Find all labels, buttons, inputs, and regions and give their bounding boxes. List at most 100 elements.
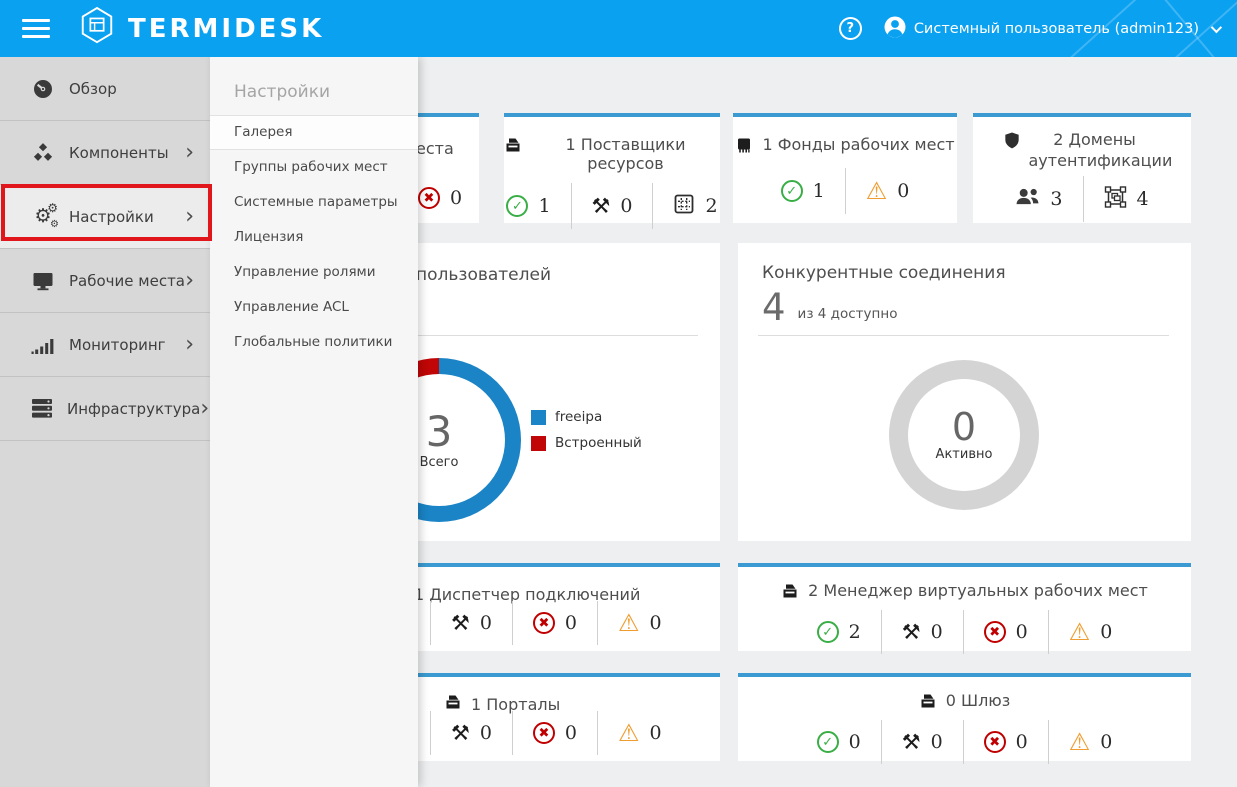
maintenance-counter: ⚒ 0 [430, 601, 512, 645]
connections-donut-chart: 0 Активно [889, 360, 1039, 510]
ok-icon: ✓ [816, 621, 839, 643]
chart-legend: freeipa Встроенный [531, 409, 642, 461]
provider-icon [781, 582, 799, 604]
error-icon: ✖ [983, 621, 1006, 643]
settings-submenu-panel: Настройки Галерея Группы рабочих мест Си… [210, 57, 418, 787]
donut-total: 3 [425, 407, 453, 457]
logo-text: TERMIDESK [128, 13, 325, 44]
card-title: Конкурентные соединения [762, 263, 1006, 283]
error-counter: ✖ 0 [511, 711, 597, 755]
ok-counter: ✓ 2 [797, 610, 881, 654]
legend-item: freeipa [531, 409, 642, 425]
counters: ✓ 1 ⚒ 0 2 [504, 183, 720, 229]
monitor-icon [30, 271, 56, 291]
chevron-right-icon: › [185, 139, 194, 165]
card-vdi-manager: 2 Менеджер виртуальных рабочих мест ✓ 2 … [738, 563, 1191, 654]
user-avatar-icon [884, 16, 906, 42]
users-icon [1015, 187, 1040, 210]
sidebar-item-label: Компоненты [69, 143, 169, 162]
error-counter: ✖ 0 [398, 175, 482, 221]
sidebar-item-label: Рабочие места [69, 271, 185, 290]
available-caption: из 4 доступно [797, 306, 898, 322]
card-title: 2 Менеджер виртуальных рабочих мест [738, 581, 1191, 604]
maintenance-counter: ⚒ 0 [570, 183, 653, 229]
legend-swatch-builtin [531, 435, 546, 451]
help-icon[interactable]: ? [838, 17, 862, 40]
warning-counter: ⚠ 0 [597, 601, 682, 645]
submenu-item-acl-management[interactable]: Управление ACL [234, 299, 349, 315]
chevron-right-icon: › [200, 395, 210, 421]
error-counter: ✖ 0 [511, 601, 597, 645]
card-title: 2 Домены аутентификации [973, 130, 1191, 172]
counters: ✓ 2 ⚒ 0 ✖ 0 ⚠ 0 [738, 610, 1191, 654]
warning-counter: ⚠ 0 [1047, 610, 1133, 654]
submenu-item-gallery[interactable]: Галерея [210, 115, 418, 150]
error-icon: ✖ [532, 722, 555, 744]
gears-icon: ⚙ ⚙ ⚙ [34, 201, 59, 230]
server-stack-icon [30, 398, 54, 419]
card-concurrent-connections: Конкурентные соединения 4 из 4 доступно … [738, 243, 1191, 541]
error-icon: ✖ [983, 731, 1006, 753]
provider-icon [919, 692, 937, 714]
sidebar-item-overview[interactable]: Обзор [0, 57, 210, 121]
card-title-fragment: еста [416, 139, 454, 158]
counters: ✖ 0 [398, 175, 482, 221]
card-workplace-pools: 1 Фонды рабочих мест ✓ 1 ⚠ 0 [733, 113, 957, 223]
card-title: 1 Диспетчер подключений [414, 585, 641, 604]
chevron-right-icon: › [185, 331, 194, 357]
divider [758, 335, 1169, 336]
counters: ✓ 1 ⚠ 0 [733, 168, 957, 214]
card-gateway: 0 Шлюз ✓ 0 ⚒ 0 ✖ 0 ⚠ 0 [738, 673, 1191, 764]
chevron-right-icon: › [185, 267, 194, 293]
ok-icon: ✓ [780, 180, 803, 202]
card-title: 1 Порталы [444, 693, 560, 715]
cubes-icon [30, 141, 56, 164]
warning-counter: ⚠ 0 [844, 168, 930, 214]
ok-icon: ✓ [506, 195, 529, 217]
warning-icon: ⚠ [618, 719, 640, 747]
error-icon: ✖ [532, 612, 555, 634]
tools-icon: ⚒ [591, 194, 611, 218]
top-header: TERMIDESK ? Системный пользователь (admi… [0, 0, 1237, 57]
submenu-item-system-parameters[interactable]: Системные параметры [234, 194, 398, 210]
card-title-fragment: пользователей [416, 265, 552, 285]
card-title: 0 Шлюз [738, 691, 1191, 714]
termidesk-logo[interactable]: TERMIDESK [78, 6, 324, 52]
warning-counter: ⚠ 0 [1047, 720, 1133, 764]
active-value: 0 [951, 404, 977, 449]
warning-icon: ⚠ [865, 177, 888, 205]
warning-counter: ⚠ 0 [597, 711, 682, 755]
grid-icon [673, 193, 695, 219]
submenu-item-workplace-groups[interactable]: Группы рабочих мест [234, 159, 388, 175]
error-counter: ✖ 0 [962, 720, 1048, 764]
sidebar-item-settings[interactable]: ⚙ ⚙ ⚙ Настройки › [0, 185, 210, 249]
object-group-icon [1104, 185, 1127, 212]
ok-counter: ✓ 0 [797, 720, 881, 764]
tools-icon: ⚒ [901, 730, 921, 754]
donut-center: 0 Активно [908, 379, 1020, 491]
logo-hexagon-icon [78, 6, 116, 52]
sidebar-item-components[interactable]: Компоненты › [0, 121, 210, 185]
card-title: 1 Фонды рабочих мест [733, 135, 957, 158]
hamburger-menu-icon[interactable] [22, 14, 50, 43]
error-counter: ✖ 0 [962, 610, 1048, 654]
sidebar: Обзор Компоненты › ⚙ ⚙ ⚙ Настро [0, 57, 210, 787]
submenu-item-global-policies[interactable]: Глобальные политики [234, 334, 393, 350]
submenu-item-role-management[interactable]: Управление ролями [234, 264, 376, 280]
maintenance-counter: ⚒ 0 [880, 610, 963, 654]
submenu-item-license[interactable]: Лицензия [234, 229, 304, 245]
chevron-right-icon: › [185, 203, 194, 229]
warning-icon: ⚠ [1068, 618, 1091, 646]
sidebar-item-infrastructure[interactable]: Инфраструктура › [0, 377, 210, 441]
sidebar-item-workplaces[interactable]: Рабочие места › [0, 249, 210, 313]
warning-icon: ⚠ [1068, 728, 1091, 756]
user-menu[interactable]: Системный пользователь (admin123) [884, 16, 1223, 42]
divider [250, 335, 698, 336]
pools-counter: 2 [652, 183, 737, 229]
legend-item: Встроенный [531, 435, 642, 451]
sidebar-item-monitoring[interactable]: Мониторинг › [0, 313, 210, 377]
counters: ⚒ 0 ✖ 0 ⚠ 0 [430, 601, 682, 645]
warning-icon: ⚠ [618, 609, 640, 637]
ok-icon: ✓ [816, 731, 839, 753]
tools-icon: ⚒ [451, 721, 470, 745]
